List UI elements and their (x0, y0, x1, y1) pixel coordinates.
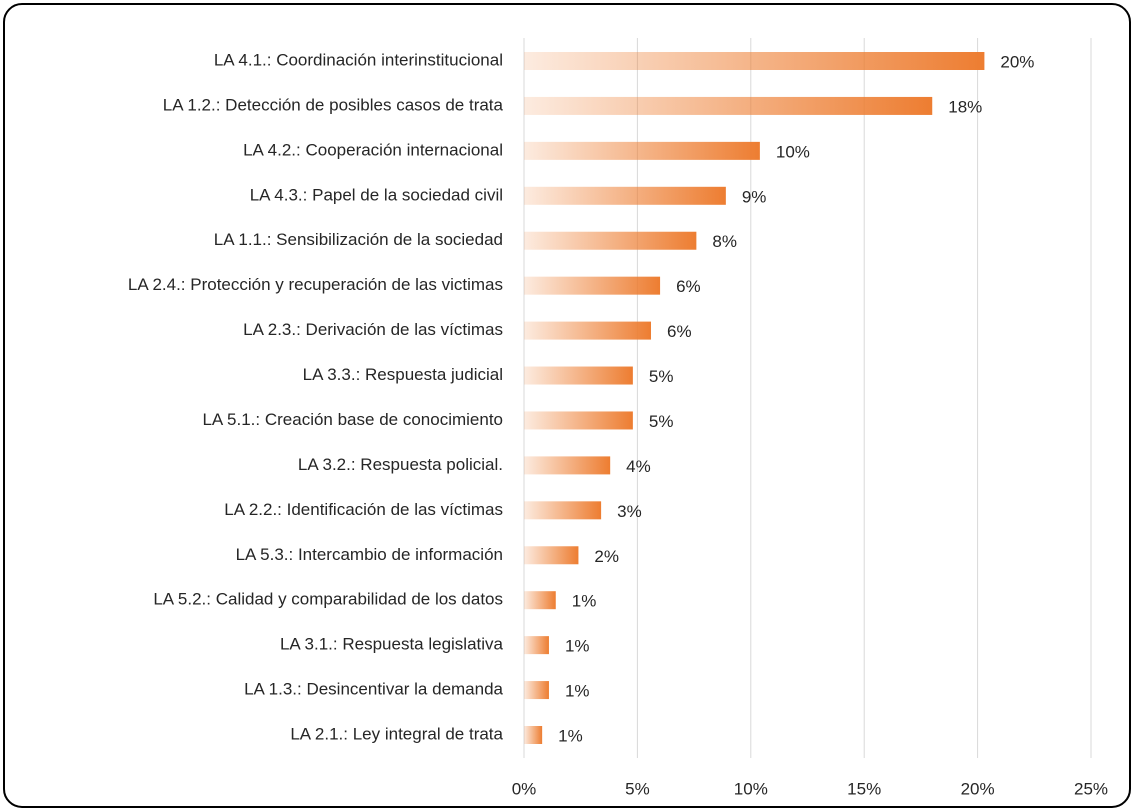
y-tick-label: LA 3.1.: Respuesta legislativa (280, 635, 504, 654)
data-label: 1% (565, 682, 590, 701)
y-tick-label: LA 4.3.: Papel de la sociedad civil (250, 185, 503, 204)
data-label: 1% (572, 592, 597, 611)
bar (524, 681, 549, 700)
y-tick-label: LA 5.1.: Creación base de conocimiento (202, 410, 503, 429)
data-label: 20% (1000, 52, 1034, 71)
y-tick-label: LA 2.4.: Protección y recuperación de la… (128, 275, 503, 294)
bar (524, 52, 985, 70)
x-tick-label: 5% (625, 779, 650, 798)
data-label: 5% (649, 367, 674, 386)
bar (524, 186, 726, 205)
bar (524, 366, 633, 385)
y-tick-label: LA 4.2.: Cooperación internacional (243, 140, 503, 159)
x-tick-label: 15% (847, 779, 881, 798)
y-tick-label: LA 1.1.: Sensibilización de la sociedad (214, 230, 503, 249)
data-label: 3% (617, 502, 642, 521)
data-label: 9% (742, 187, 767, 206)
y-tick-label: LA 1.2.: Detección de posibles casos de … (163, 95, 504, 114)
y-tick-label: LA 2.3.: Derivación de las víctimas (243, 320, 503, 339)
y-tick-label: LA 2.1.: Ley integral de trata (290, 724, 503, 743)
x-tick-label: 20% (961, 779, 995, 798)
x-tick-label: 10% (734, 779, 768, 798)
data-label: 5% (649, 412, 674, 431)
x-tick-label: 25% (1074, 779, 1108, 798)
data-label: 4% (626, 457, 651, 476)
data-label: 18% (948, 97, 982, 116)
data-label: 6% (667, 322, 692, 341)
bar (524, 96, 933, 115)
bar (524, 546, 579, 565)
chart-border (3, 3, 1131, 808)
bar (524, 591, 556, 610)
bar (524, 411, 633, 430)
data-label: 10% (776, 142, 810, 161)
y-tick-label: LA 2.2.: Identificación de las víctimas (224, 500, 503, 519)
bar (524, 456, 611, 475)
y-tick-label: LA 4.1.: Coordinación interinstitucional (214, 50, 503, 69)
bar (524, 231, 697, 250)
bar (524, 501, 602, 520)
y-tick-label: LA 3.3.: Respuesta judicial (303, 365, 503, 384)
data-label: 6% (676, 277, 701, 296)
bar (524, 636, 549, 655)
data-label: 1% (558, 726, 583, 745)
y-tick-label: LA 5.3.: Intercambio de información (236, 545, 503, 564)
y-tick-label: LA 3.2.: Respuesta policial. (298, 455, 503, 474)
y-tick-label: LA 1.3.: Desincentivar la demanda (244, 680, 503, 699)
y-tick-label: LA 5.2.: Calidad y comparabilidad de los… (153, 590, 503, 609)
data-label: 8% (712, 232, 737, 251)
x-tick-label: 0% (512, 779, 537, 798)
bar (524, 276, 661, 295)
bar (524, 141, 760, 160)
data-label: 2% (594, 547, 619, 566)
data-label: 1% (565, 637, 590, 656)
bar (524, 321, 652, 340)
bar (524, 726, 543, 744)
